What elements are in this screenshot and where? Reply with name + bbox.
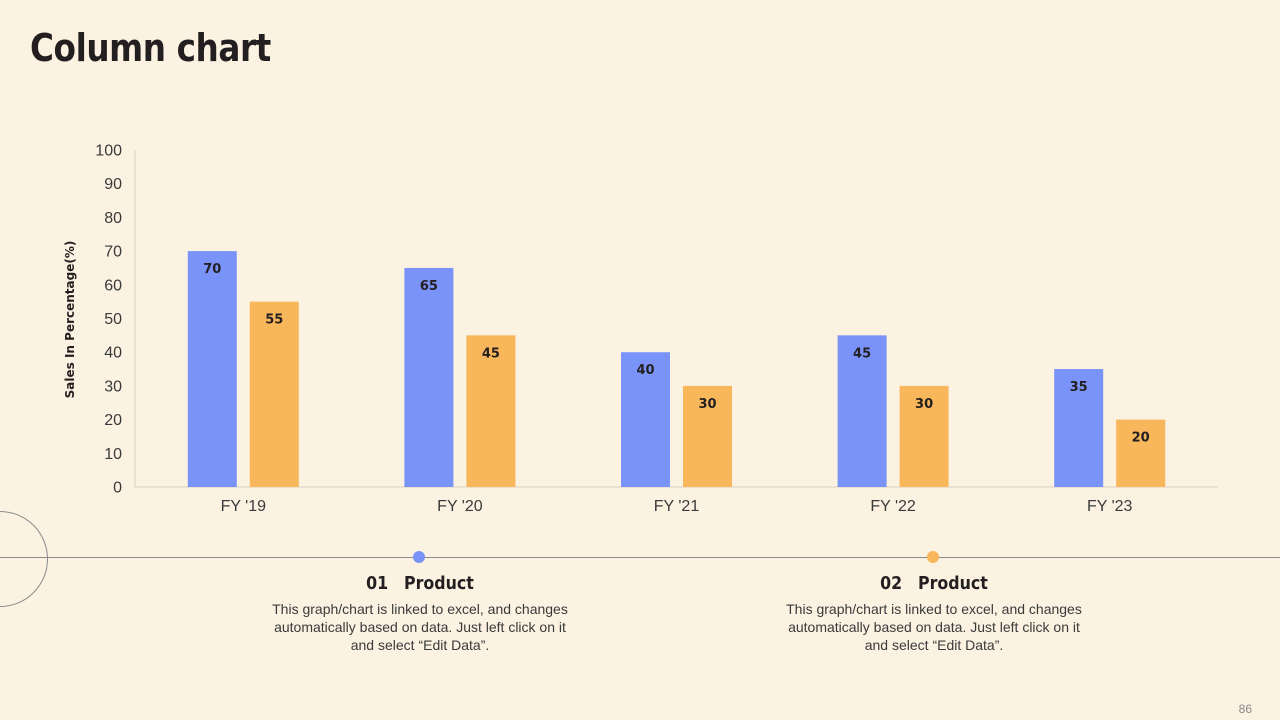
data-label: 45 [853,346,871,361]
y-tick-label: 10 [104,446,122,463]
timeline-line [0,557,1280,558]
bar [249,301,299,487]
bar [187,251,237,487]
data-label: 45 [482,346,500,361]
data-label: 35 [1070,380,1088,395]
data-label: 65 [420,279,438,294]
y-tick-label: 80 [104,210,122,227]
bar [1116,419,1166,487]
page-number: 86 [1238,702,1252,716]
data-label: 70 [203,262,221,277]
y-tick-label: 30 [104,378,122,395]
data-label: 20 [1132,431,1150,446]
legend-block-2: 02 Product This graph/chart is linked to … [764,572,1104,654]
y-tick-label: 40 [104,345,122,362]
legend-description: This graph/chart is linked to excel, and… [786,601,1082,653]
y-axis-label: Sales In Percentage(%) [63,241,77,399]
legend-label: Product [917,573,988,594]
slide-title: Column chart [30,26,271,70]
legend-number: 01 [366,573,389,594]
data-label: 30 [698,397,716,412]
legend-dot-series2 [927,551,939,563]
y-tick-label: 60 [104,277,122,294]
column-chart: 0 10 20 30 40 50 60 70 80 90 100 Sales In Percentag… [63,143,1218,515]
legend-label: Product [403,573,474,594]
bar [683,385,732,487]
x-tick-label: FY '19 [221,498,267,515]
y-tick-label: 90 [104,176,122,193]
data-label: 40 [636,363,654,378]
bar [466,335,516,487]
legend-heading-1: 01 Product [270,572,569,596]
legend-description: This graph/chart is linked to excel, and… [272,601,568,653]
legend-block-1: 01 Product This graph/chart is linked to … [250,572,590,654]
x-tick-label: FY '23 [1087,498,1133,515]
x-tick-label: FY '21 [654,498,700,515]
x-tick-label: FY '22 [870,498,916,515]
bar [1054,369,1104,487]
y-tick-label: 50 [104,311,122,328]
legend-heading-2: 02 Product [784,572,1083,596]
y-tick-label: 100 [95,143,122,160]
y-tick-label: 20 [104,412,122,429]
y-tick-label: 0 [113,480,122,497]
legend-number: 02 [880,573,903,594]
bar [837,335,887,487]
bar [899,385,949,487]
bar [404,267,454,487]
data-label: 55 [265,313,283,328]
bar [621,352,670,487]
data-label: 30 [915,397,933,412]
legend-dot-series1 [413,551,425,563]
y-tick-label: 70 [104,244,122,261]
x-tick-label: FY '20 [437,498,483,515]
